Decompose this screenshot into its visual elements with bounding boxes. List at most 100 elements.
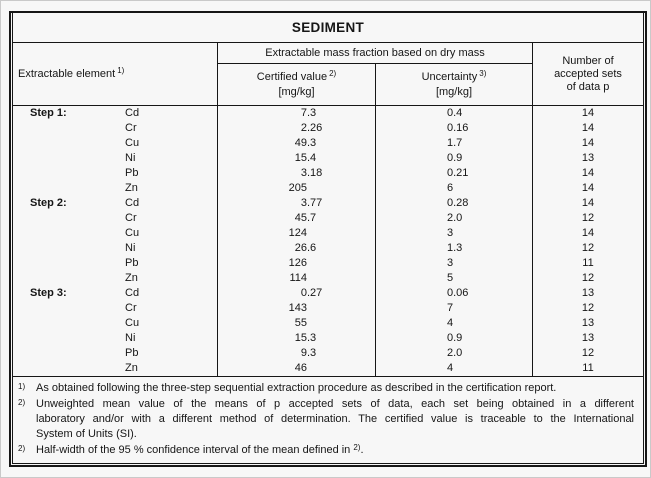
uncertainty-cell: 2.0 [375, 346, 532, 361]
element-cell: Step 2: Cd [13, 196, 217, 211]
element-cell: Cu [13, 136, 217, 151]
certified-value-int: 143 [288, 302, 307, 314]
step-label [30, 256, 125, 271]
step-label [30, 361, 125, 376]
certified-value-cell: 45.7 [217, 211, 375, 226]
certified-value-frac: .26 [307, 122, 323, 134]
table-row: Ni 15.3 0.9 13 [13, 331, 643, 346]
uncertainty-cell: 0.21 [375, 166, 532, 181]
table-header: Extractable element 1) Extractable mass f… [13, 43, 643, 106]
certified-value-int: 114 [289, 272, 307, 284]
element-symbol: Cu [125, 137, 140, 149]
step-label [30, 211, 125, 226]
footnote-ref-icon: 2) [353, 443, 361, 452]
certified-value-cell: 55 [217, 316, 375, 331]
step-label [30, 181, 125, 196]
element-symbol: Cr [125, 122, 137, 134]
certified-value-cell: 205 [217, 181, 375, 196]
element-cell: Pb [13, 256, 217, 271]
table-row: Step 2: Cd 3.77 0.28 14 [13, 196, 643, 211]
header-extractable-element: Extractable element 1) [13, 43, 217, 105]
certified-value-int: 55 [294, 317, 307, 329]
header-uncertainty: Uncertainty 3) [mg/kg] [375, 64, 532, 105]
element-cell: Cr [13, 301, 217, 316]
uncertainty-cell: 3 [375, 226, 532, 241]
sets-cell: 12 [532, 346, 643, 361]
table-row: Pb 3.18 0.21 14 [13, 166, 643, 181]
element-cell: Cr [13, 211, 217, 226]
header-mass-fraction: Extractable mass fraction based on dry m… [217, 43, 532, 64]
certified-value-int: 205 [288, 182, 307, 194]
certified-value-cell: 3.77 [217, 196, 375, 211]
header-number-of-sets-line: of data p [566, 80, 610, 93]
table-row: Zn 46 4 11 [13, 361, 643, 376]
certified-value-int: 7 [300, 107, 307, 119]
element-cell: Pb [13, 166, 217, 181]
certified-value-cell: 3.18 [217, 166, 375, 181]
certified-value-int: 124 [288, 227, 307, 239]
step-label [30, 226, 125, 241]
footnote-marker: 1) [18, 382, 26, 391]
certified-value-int: 46 [294, 362, 307, 374]
footnote: 2) Half-width of the 95 % confidence inte… [18, 443, 634, 458]
element-cell: Cr [13, 121, 217, 136]
certified-value-frac: .3 [307, 107, 317, 119]
header-uncertainty-unit: [mg/kg] [435, 86, 473, 98]
certified-value-cell: 7.3 [217, 106, 375, 121]
certified-value-int: 2 [300, 122, 307, 134]
table-row: Zn 205 6 14 [13, 181, 643, 196]
table-row: Ni 26.6 1.3 12 [13, 241, 643, 256]
header-extractable-element-label: Extractable element 1) [18, 66, 125, 80]
table-row: Cr 45.7 2.0 12 [13, 211, 643, 226]
element-symbol: Cu [125, 227, 140, 239]
step-label [30, 241, 125, 256]
table-row: Cu 55 4 13 [13, 316, 643, 331]
element-cell: Zn [13, 271, 217, 286]
certified-value-cell: 15.4 [217, 151, 375, 166]
certified-value-frac: .18 [307, 167, 323, 179]
uncertainty-cell: 2.0 [375, 211, 532, 226]
certified-value-cell: 9.3 [217, 346, 375, 361]
sets-cell: 14 [532, 181, 643, 196]
element-symbol: Ni [125, 332, 136, 344]
certified-value-cell: 143 [217, 301, 375, 316]
step-label [30, 151, 125, 166]
element-cell: Ni [13, 241, 217, 256]
certified-value-int: 9 [300, 347, 307, 359]
step-label [30, 136, 125, 151]
footnote-marker: 2) [18, 444, 26, 453]
footnote-marker: 2) [18, 398, 26, 407]
step-label [30, 331, 125, 346]
certified-value-cell: 114 [217, 271, 375, 286]
table-row: Cu 124 3 14 [13, 226, 643, 241]
table-row: Cr 2.26 0.16 14 [13, 121, 643, 136]
table-row: Ni 15.4 0.9 13 [13, 151, 643, 166]
element-symbol: Cr [125, 302, 137, 314]
element-symbol: Zn [125, 272, 138, 284]
element-cell: Zn [13, 181, 217, 196]
sets-cell: 12 [532, 241, 643, 256]
element-cell: Zn [13, 361, 217, 376]
sets-cell: 14 [532, 196, 643, 211]
table-row: Step 3: Cd 0.27 0.06 13 [13, 286, 643, 301]
header-number-of-sets: Number of accepted sets of data p [532, 43, 643, 105]
uncertainty-cell: 1.7 [375, 136, 532, 151]
element-symbol: Pb [125, 347, 139, 359]
uncertainty-cell: 0.9 [375, 331, 532, 346]
uncertainty-cell: 4 [375, 316, 532, 331]
header-uncertainty-label: Uncertainty 3) [421, 69, 487, 83]
uncertainty-cell: 0.28 [375, 196, 532, 211]
certified-value-frac: .77 [307, 197, 323, 209]
uncertainty-cell: 0.9 [375, 151, 532, 166]
sets-cell: 13 [532, 331, 643, 346]
element-cell: Step 3: Cd [13, 286, 217, 301]
element-cell: Cu [13, 226, 217, 241]
uncertainty-cell: 0.4 [375, 106, 532, 121]
element-symbol: Ni [125, 152, 136, 164]
certified-value-int: 15 [294, 332, 307, 344]
uncertainty-cell: 5 [375, 271, 532, 286]
footnote-line: System of Units (SI). [36, 428, 137, 440]
element-symbol: Zn [125, 182, 138, 194]
sets-cell: 14 [532, 106, 643, 121]
certified-value-int: 126 [288, 257, 307, 269]
